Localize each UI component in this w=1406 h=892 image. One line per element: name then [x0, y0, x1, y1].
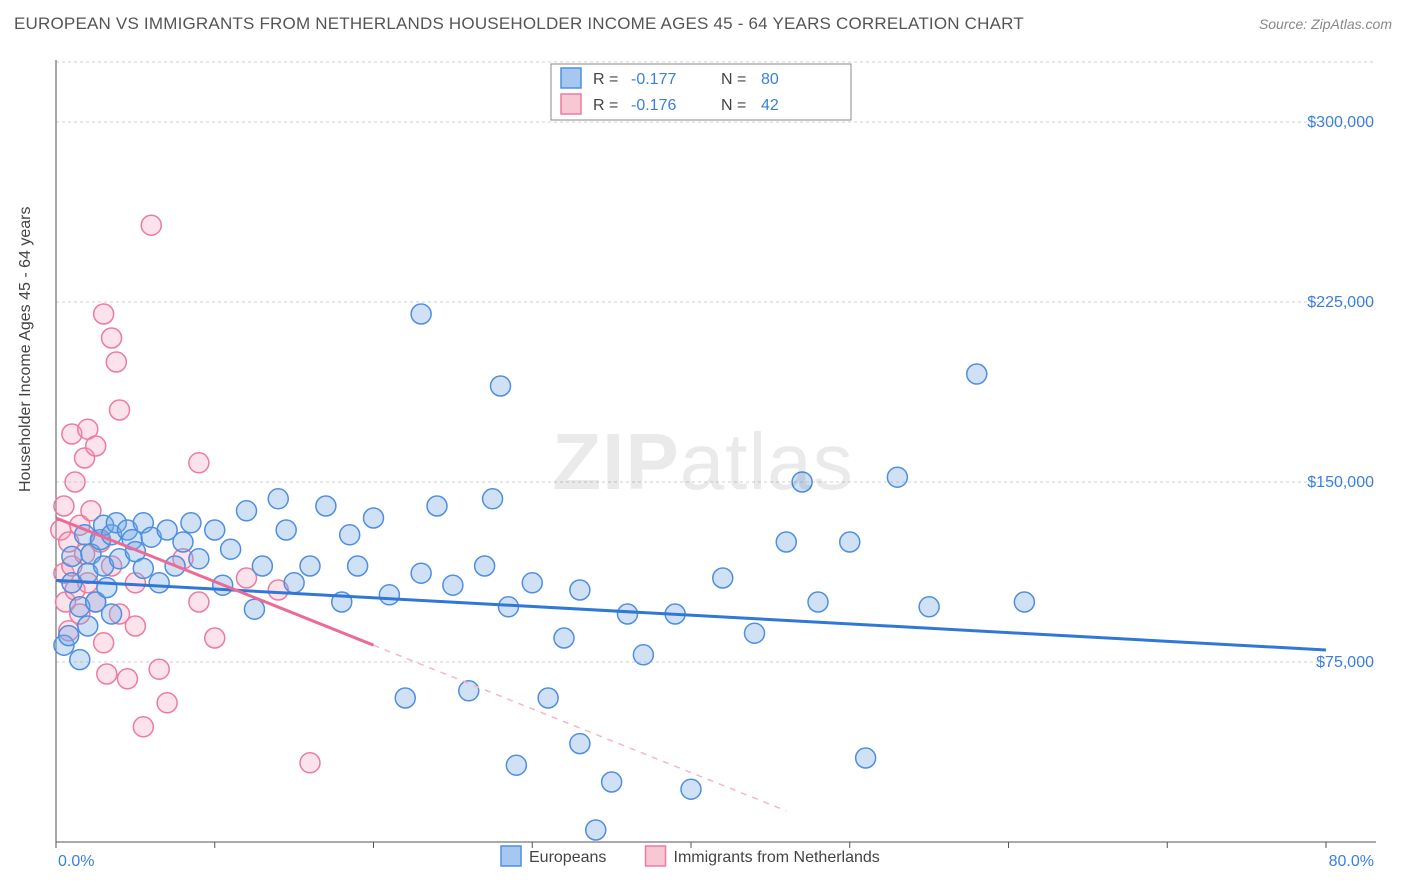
svg-text:Immigrants from Netherlands: Immigrants from Netherlands	[674, 849, 880, 866]
svg-text:R =: R =	[593, 97, 618, 114]
svg-text:42: 42	[761, 97, 779, 114]
chart-title: EUROPEAN VS IMMIGRANTS FROM NETHERLANDS …	[14, 14, 1024, 34]
svg-text:-0.176: -0.176	[631, 97, 676, 114]
svg-text:80.0%: 80.0%	[1329, 853, 1374, 870]
svg-text:0.0%: 0.0%	[58, 853, 94, 870]
chart-header: EUROPEAN VS IMMIGRANTS FROM NETHERLANDS …	[0, 0, 1406, 40]
svg-text:$75,000: $75,000	[1316, 654, 1374, 671]
svg-text:$225,000: $225,000	[1307, 294, 1374, 311]
svg-text:Europeans: Europeans	[529, 849, 606, 866]
correlation-scatter-chart: $75,000 $150,000 $225,000 $300,000 0.0% 80.0%…	[0, 50, 1406, 892]
svg-text:R =: R =	[593, 71, 618, 88]
chart-source: Source: ZipAtlas.com	[1259, 16, 1392, 32]
svg-text:Householder Income Ages 45 - 6: Householder Income Ages 45 - 64 years	[17, 207, 34, 493]
chart-area: $75,000 $150,000 $225,000 $300,000 0.0% 80.0%…	[0, 50, 1406, 892]
svg-text:80: 80	[761, 71, 779, 88]
svg-text:$150,000: $150,000	[1307, 474, 1374, 491]
svg-text:N =: N =	[721, 71, 746, 88]
svg-text:N =: N =	[721, 97, 746, 114]
svg-text:-0.177: -0.177	[631, 71, 676, 88]
svg-text:$300,000: $300,000	[1307, 114, 1374, 131]
